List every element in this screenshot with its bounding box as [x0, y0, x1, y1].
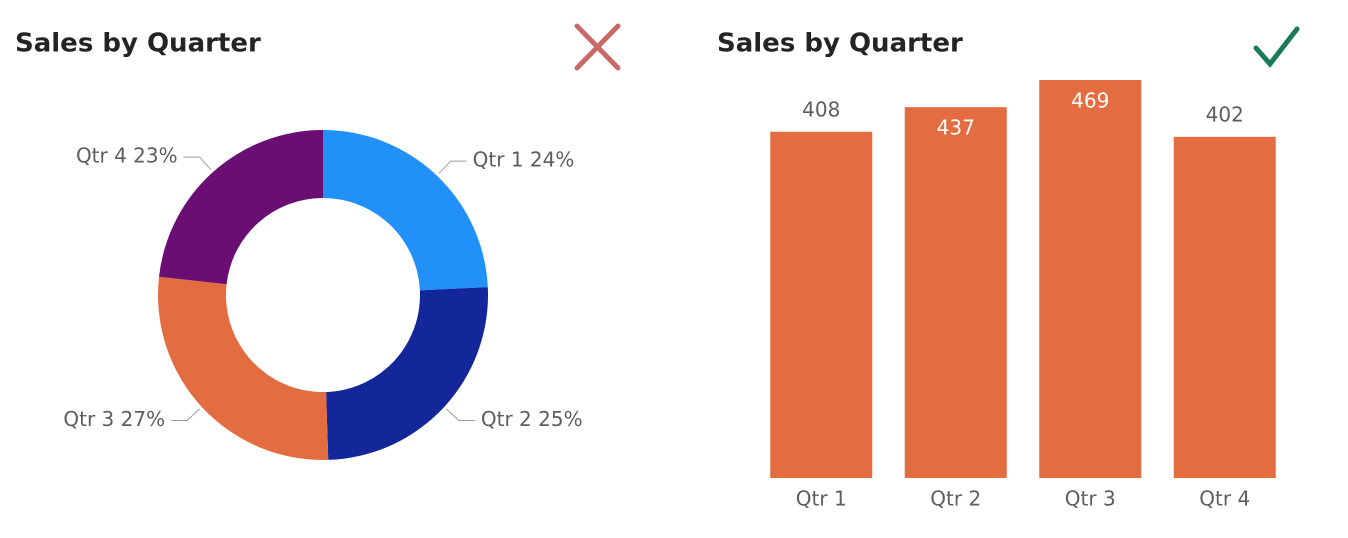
leader-line — [183, 156, 212, 171]
donut-slice — [159, 130, 323, 285]
donut-slice — [326, 287, 489, 460]
donut-slice — [157, 276, 329, 460]
x-tick-label: Qtr 2 — [930, 487, 981, 511]
bar — [770, 131, 873, 479]
x-tick-label: Qtr 1 — [796, 487, 847, 511]
data-label: Qtr 2 25% — [481, 407, 583, 431]
data-label: Qtr 4 23% — [76, 144, 178, 168]
chart-title: Sales by Quarter — [717, 29, 963, 59]
data-label: 469 — [1071, 89, 1109, 113]
data-label: Qtr 1 24% — [473, 148, 575, 172]
bar — [904, 107, 1007, 479]
bar — [1173, 136, 1276, 478]
leader-line — [171, 408, 200, 422]
bar — [1039, 80, 1142, 478]
leader-line — [446, 408, 475, 422]
data-label: 408 — [802, 97, 840, 121]
data-label: 402 — [1206, 102, 1244, 126]
donut-slice — [323, 130, 488, 291]
leader-line — [438, 160, 467, 174]
chart-title: Sales by Quarter — [15, 29, 261, 59]
x-tick-label: Qtr 3 — [1065, 487, 1116, 511]
x-tick-label: Qtr 4 — [1199, 487, 1250, 511]
data-label: Qtr 3 27% — [63, 407, 165, 431]
data-label: 437 — [937, 116, 975, 140]
check-icon — [1253, 26, 1300, 68]
cross-icon — [574, 23, 621, 71]
